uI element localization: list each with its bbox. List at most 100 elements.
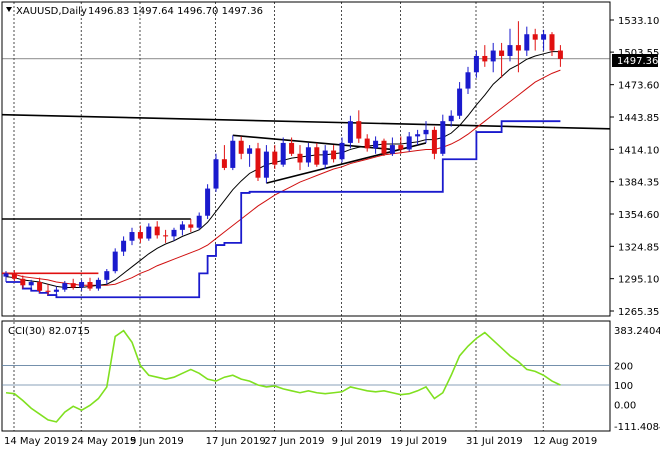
- time-label: 14 May 2019: [4, 436, 69, 447]
- bear-candle[interactable]: [364, 138, 370, 149]
- bull-candle[interactable]: [28, 282, 34, 286]
- bear-candle[interactable]: [255, 148, 261, 178]
- time-label: 5 Jun 2019: [130, 436, 184, 447]
- cci-axis: 383.2404 200 100 0.00 -111.4084: [614, 326, 660, 433]
- bear-candle[interactable]: [289, 142, 295, 154]
- bear-candle[interactable]: [238, 140, 244, 154]
- bull-candle[interactable]: [305, 147, 311, 163]
- bear-candle[interactable]: [499, 50, 505, 56]
- bull-candle[interactable]: [179, 224, 185, 230]
- price-tick-label: 1295.10: [618, 275, 659, 286]
- cci-line: [5, 329, 561, 423]
- bear-candle[interactable]: [356, 121, 362, 139]
- cci-title: CCI(30) 82.0715: [8, 326, 90, 337]
- bear-candle[interactable]: [482, 55, 488, 62]
- bull-candle[interactable]: [171, 229, 177, 237]
- bull-candle[interactable]: [448, 115, 454, 122]
- bull-candle[interactable]: [53, 289, 59, 292]
- price-tick-label: 1443.85: [618, 113, 659, 124]
- bear-candle[interactable]: [532, 34, 538, 40]
- bull-candle[interactable]: [3, 273, 9, 277]
- bear-candle[interactable]: [11, 273, 17, 279]
- time-label: 27 Jun 2019: [264, 436, 324, 447]
- bull-candle[interactable]: [465, 72, 471, 89]
- bear-candle[interactable]: [331, 150, 337, 160]
- bear-candle[interactable]: [163, 235, 169, 237]
- bull-candle[interactable]: [322, 150, 328, 165]
- bull-candle[interactable]: [473, 55, 479, 73]
- bull-candle[interactable]: [339, 142, 345, 160]
- bull-candle[interactable]: [104, 271, 110, 280]
- bull-candle[interactable]: [507, 45, 513, 56]
- bear-candle[interactable]: [314, 147, 320, 165]
- long-trendline: [1, 113, 611, 130]
- bull-candle[interactable]: [406, 136, 412, 150]
- current-price-tag: [612, 54, 658, 67]
- grid: [2, 2, 610, 431]
- bull-candle[interactable]: [457, 88, 463, 116]
- bull-candle[interactable]: [347, 121, 353, 143]
- bull-candle[interactable]: [541, 34, 547, 40]
- bear-candle[interactable]: [272, 151, 278, 165]
- bull-candle[interactable]: [280, 142, 286, 165]
- candlesticks[interactable]: [3, 21, 563, 298]
- bear-candle[interactable]: [45, 290, 51, 292]
- cci-tick-label: 200: [614, 362, 633, 373]
- bull-candle[interactable]: [129, 232, 135, 241]
- bear-candle[interactable]: [70, 283, 76, 288]
- bull-candle[interactable]: [79, 282, 85, 288]
- bear-candle[interactable]: [297, 153, 303, 163]
- triangle-down-icon[interactable]: [6, 7, 12, 12]
- bear-candle[interactable]: [87, 282, 93, 289]
- bull-candle[interactable]: [263, 151, 269, 178]
- bull-candle[interactable]: [440, 121, 446, 154]
- bull-candle[interactable]: [95, 279, 101, 289]
- bull-candle[interactable]: [230, 140, 236, 168]
- bull-candle[interactable]: [121, 240, 127, 252]
- bear-candle[interactable]: [137, 232, 143, 239]
- time-label: 12 Aug 2019: [533, 436, 597, 447]
- bull-candle[interactable]: [146, 226, 152, 239]
- cci-tick-label: 0.00: [614, 400, 636, 411]
- bull-candle[interactable]: [62, 283, 68, 290]
- bear-candle[interactable]: [431, 129, 437, 154]
- bull-candle[interactable]: [415, 134, 421, 137]
- bull-candle[interactable]: [205, 188, 211, 216]
- cci-tick-label: 100: [614, 381, 633, 392]
- bear-candle[interactable]: [557, 50, 563, 59]
- cci-tick-label: -111.4084: [614, 422, 660, 433]
- slow-moving-average-line: [5, 69, 561, 286]
- horizontal-lines: [1, 113, 611, 275]
- bull-candle[interactable]: [490, 50, 496, 62]
- bear-candle[interactable]: [154, 226, 160, 236]
- bear-candle[interactable]: [398, 145, 404, 150]
- bull-candle[interactable]: [196, 215, 202, 228]
- time-label: 19 Jul 2019: [390, 436, 447, 447]
- bear-candle[interactable]: [515, 45, 521, 51]
- bear-candle[interactable]: [20, 278, 26, 286]
- main-chart-frame: [1, 1, 611, 317]
- price-tick-label: 1324.85: [618, 242, 659, 253]
- bear-candle[interactable]: [381, 140, 387, 154]
- bull-candle[interactable]: [112, 251, 118, 272]
- donchian-channel-line: [6, 120, 561, 299]
- moving-averages: [5, 51, 561, 299]
- time-label: 24 May 2019: [71, 436, 136, 447]
- time-label: 31 Jul 2019: [466, 436, 523, 447]
- bear-candle[interactable]: [37, 282, 43, 291]
- cci-indicator: [2, 329, 610, 423]
- bull-candle[interactable]: [373, 140, 379, 149]
- bull-candle[interactable]: [213, 159, 219, 189]
- bear-candle[interactable]: [221, 159, 227, 168]
- price-tick-label: 1473.60: [618, 81, 659, 92]
- time-label: 17 Jun 2019: [206, 436, 266, 447]
- price-tick-label: 1354.60: [618, 210, 659, 221]
- bear-candle[interactable]: [549, 34, 555, 51]
- bull-candle[interactable]: [423, 129, 429, 135]
- fast-moving-average-line: [5, 51, 561, 288]
- bull-candle[interactable]: [389, 145, 395, 154]
- bull-candle[interactable]: [247, 148, 253, 154]
- bull-candle[interactable]: [524, 34, 530, 51]
- bear-candle[interactable]: [188, 224, 194, 228]
